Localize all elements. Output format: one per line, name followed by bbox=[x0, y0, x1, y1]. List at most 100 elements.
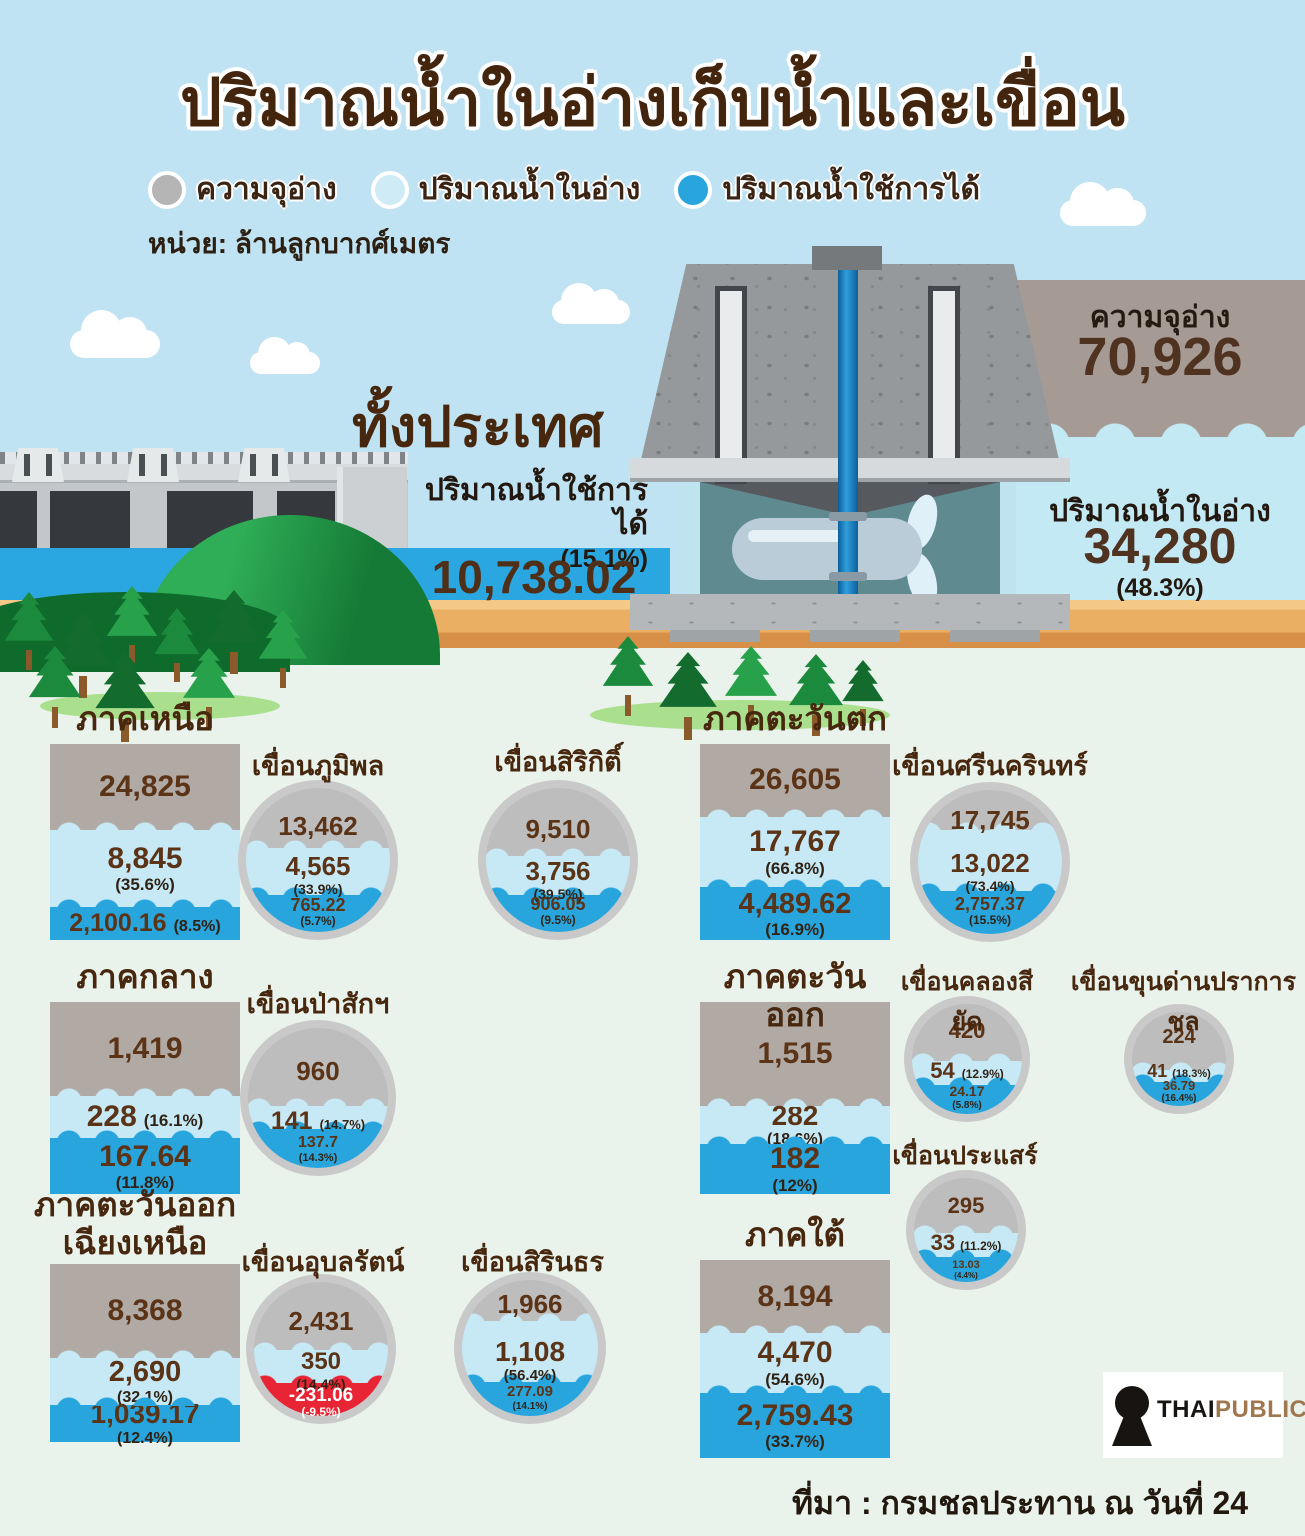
dam-pasak-gauge: 960 141 (14.7%) 137.7 (14.3%) bbox=[240, 1020, 396, 1176]
usable-group: 765.22 (5.7%) bbox=[238, 895, 398, 929]
national-usable-value: 10,738.02 bbox=[431, 551, 637, 603]
usable-group: 137.7 (14.3%) bbox=[240, 1134, 396, 1165]
dam-tower bbox=[12, 448, 64, 482]
pipe-cap-block bbox=[812, 246, 882, 270]
penstock-pipe bbox=[838, 248, 858, 604]
dam-bridge-deck bbox=[0, 464, 408, 483]
cloud-icon bbox=[1060, 181, 1146, 226]
usable-group: 2,757.37 (15.5%) bbox=[910, 894, 1070, 928]
pine-tree-icon bbox=[786, 654, 846, 736]
usable-pct: (14.3%) bbox=[298, 1151, 338, 1164]
pine-tree-icon bbox=[152, 608, 202, 682]
capacity-value: 24,825 bbox=[99, 770, 191, 804]
legend-capacity-label: ความจุอ่าง bbox=[196, 173, 337, 206]
capacity-color-dot bbox=[148, 170, 186, 209]
pine-tree-icon bbox=[656, 652, 720, 740]
dam-prasae-gauge: 295 33 (11.2%) 13.03 (4.4%) bbox=[906, 1170, 1026, 1290]
usable-value: 167.64 bbox=[99, 1139, 191, 1173]
dam-bridge-railing bbox=[0, 452, 408, 464]
capacity-value: 13,462 bbox=[278, 811, 358, 841]
capacity-segment: 1,515 bbox=[700, 1002, 890, 1106]
dam-prasae-title: เขื่อนประแสร์ bbox=[892, 1142, 1038, 1170]
gauge-fill-area bbox=[912, 1004, 1022, 1114]
capacity-segment: 8,368 bbox=[50, 1264, 240, 1359]
usable-value: 2,100.16 bbox=[69, 909, 167, 938]
usable-band bbox=[248, 1119, 388, 1168]
national-stored-value: 34,280 bbox=[1083, 518, 1237, 574]
concrete-base bbox=[630, 594, 1070, 630]
stored-pct: (14.7%) bbox=[319, 1117, 366, 1133]
region-east-title: ภาคตะวันออก bbox=[723, 958, 867, 1033]
cloud-icon bbox=[250, 336, 320, 374]
gauge-fill-area bbox=[248, 1028, 388, 1168]
legend-usable-label: ปริมาณน้ำใช้การได้ bbox=[722, 173, 980, 206]
usable-value: 137.7 bbox=[297, 1133, 339, 1151]
pine-tree-icon bbox=[600, 636, 656, 716]
region-south-title: ภาคใต้ bbox=[745, 1216, 845, 1253]
pine-tree-icon bbox=[2, 592, 56, 670]
usable-value: -231.06 bbox=[288, 1385, 354, 1406]
capacity-value: 1,515 bbox=[757, 1037, 833, 1071]
usable-group: -231.06 (-9.5%) bbox=[246, 1385, 396, 1420]
national-usable-pct: (15.1%) bbox=[560, 545, 648, 573]
usable-pct: (8.5%) bbox=[173, 918, 221, 936]
usable-segment: 2,759.43 (33.7%) bbox=[700, 1383, 890, 1458]
region-central-bar-chart: 1,419 228 (16.1%) 167.64 (11.8%) bbox=[50, 1002, 240, 1194]
pine-tree-icon bbox=[204, 590, 264, 674]
legend: ความจุอ่าง ปริมาณน้ำในอ่าง ปริมาณน้ำใช้ก… bbox=[148, 166, 980, 213]
legend-stored-label: ปริมาณน้ำในอ่าง bbox=[418, 173, 641, 206]
stored-pct: (66.8%) bbox=[765, 858, 825, 878]
pine-tree-icon bbox=[52, 612, 114, 698]
usable-band bbox=[486, 885, 630, 932]
national-stored-pct: (48.3%) bbox=[1116, 574, 1204, 602]
usable-value: 36.79 bbox=[1162, 1077, 1196, 1093]
usable-band bbox=[462, 1373, 598, 1416]
usable-value: 2,757.37 bbox=[954, 894, 1026, 914]
usable-band bbox=[246, 885, 390, 932]
usable-value: 1,039.17 bbox=[90, 1398, 200, 1430]
chamber-wall bbox=[684, 482, 700, 604]
usable-pct: (9.5%) bbox=[540, 912, 576, 927]
stored-value: 228 bbox=[86, 1100, 137, 1134]
chamber-wall bbox=[1000, 482, 1016, 604]
usable-value: 765.22 bbox=[290, 895, 346, 916]
usable-pct: (4.4%) bbox=[954, 1271, 978, 1281]
base-footing bbox=[950, 630, 1040, 642]
usable-group: 24.17 (5.8%) bbox=[904, 1084, 1030, 1111]
gauge-fill-area bbox=[246, 788, 390, 932]
stored-pct: (12.9%) bbox=[961, 1067, 1004, 1081]
pipe-joint bbox=[829, 512, 867, 521]
legend-item-usable: ปริมาณน้ำใช้การได้ bbox=[674, 166, 980, 213]
region-west-title: ภาคตะวันตก bbox=[702, 700, 887, 737]
usable-pct: (12%) bbox=[772, 1176, 818, 1196]
region-north-title: ภาคเหนือ bbox=[76, 700, 214, 737]
cloud-icon bbox=[70, 310, 160, 358]
stored-value: 4,565 bbox=[285, 851, 351, 881]
region-northeast-bar-chart: 8,368 2,690 (32.1%) 1,039.17 (12.4%) bbox=[50, 1264, 240, 1447]
capacity-value: 960 bbox=[296, 1056, 340, 1087]
cloud-icon bbox=[552, 283, 630, 324]
stored-pct: (18.3%) bbox=[1172, 1068, 1211, 1081]
usable-value: 13.03 bbox=[952, 1258, 980, 1271]
usable-group: 36.79 (16.4%) bbox=[1124, 1077, 1234, 1105]
pine-tree-icon bbox=[180, 648, 238, 728]
dam-khlongsiyat-title: เขื่อนคลองสียัด bbox=[900, 968, 1034, 1036]
stored-pct: (14.4%) bbox=[296, 1375, 346, 1392]
gauge-fill-area bbox=[462, 1280, 598, 1416]
usable-pct: (14.1%) bbox=[512, 1401, 548, 1413]
dam-ubolratana-gauge: 2,431 350 (14.4%) -231.06 (-9.5%) bbox=[246, 1274, 396, 1424]
usable-band bbox=[918, 881, 1062, 934]
usable-segment: 2,100.16 (8.5%) bbox=[50, 897, 240, 940]
usable-band bbox=[912, 1076, 1022, 1114]
usable-value: 4,489.62 bbox=[738, 887, 852, 920]
region-east-bar-chart: 1,515 282 (18.6%) 182 (12%) bbox=[700, 1002, 890, 1196]
usable-band bbox=[914, 1248, 1018, 1282]
unit-label: หน่วย: ล้านลูกบากศ์เมตร bbox=[148, 228, 451, 259]
capacity-value: 26,605 bbox=[749, 763, 841, 797]
usable-pct: (-9.5%) bbox=[301, 1405, 341, 1420]
region-west-bar-chart: 26,605 17,767 (66.8%) 4,489.62 (16.9%) bbox=[700, 744, 890, 940]
usable-pct: (11.8%) bbox=[115, 1173, 175, 1193]
stored-group: 41 (18.3%) bbox=[1124, 1061, 1234, 1081]
capacity-value: 1,966 bbox=[497, 1289, 563, 1320]
